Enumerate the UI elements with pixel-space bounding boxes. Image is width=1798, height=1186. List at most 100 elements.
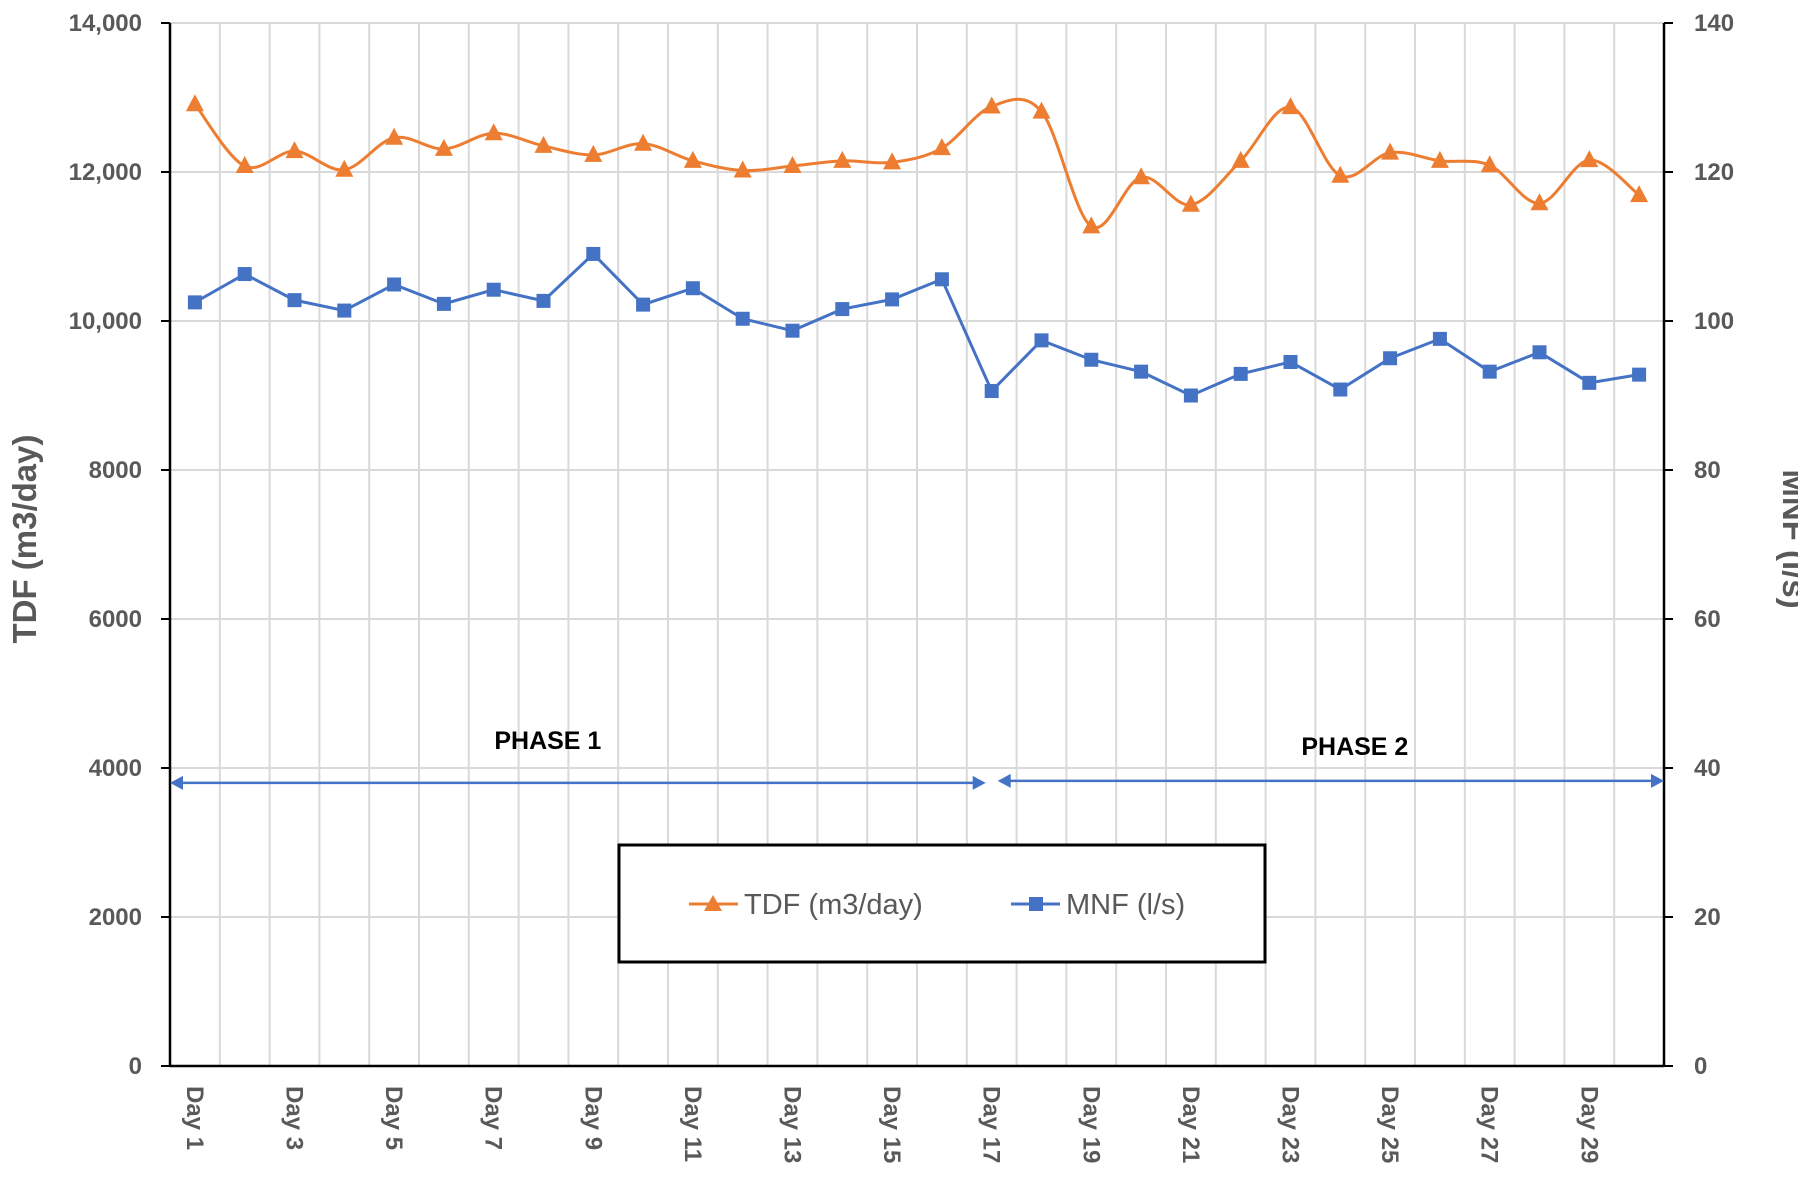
tdf-point <box>1530 193 1549 211</box>
tdf-point <box>185 94 204 112</box>
tdf-point <box>683 150 702 168</box>
phase-arrow-head <box>972 775 986 790</box>
mnf-point <box>237 267 252 282</box>
mnf-point <box>586 246 601 261</box>
tdf-point <box>1132 167 1151 185</box>
tdf-point <box>1580 150 1599 168</box>
tdf-point <box>1381 142 1400 160</box>
series-tdf <box>185 94 1649 234</box>
tdf-point <box>982 96 1001 114</box>
tdf-point <box>634 133 653 151</box>
left-tick-label: 14,000 <box>69 10 142 37</box>
right-tick-label: 140 <box>1694 10 1734 37</box>
tdf-point <box>883 152 902 170</box>
tdf-point <box>534 135 553 153</box>
mnf-point <box>835 302 850 317</box>
x-axis-ticks: Day 1 Day 3 Day 5 Day 7 Day 9 Day 11 Day 13 Day… <box>181 1086 1602 1163</box>
right-tick-label: 120 <box>1694 159 1734 186</box>
left-tick-label: 12,000 <box>69 159 142 186</box>
mnf-point <box>1532 345 1547 360</box>
tdf-point <box>1480 155 1499 173</box>
tdf-point <box>783 156 802 174</box>
left-axis-title: TDF (m3/day) <box>6 434 43 643</box>
x-tick-label: Day 25 <box>1376 1086 1403 1163</box>
x-tick-label: Day 7 <box>480 1086 507 1150</box>
right-tick-label: 0 <box>1694 1053 1707 1080</box>
legend-tdf-marker <box>704 895 722 911</box>
tdf-point <box>484 123 503 141</box>
phase-arrow-head <box>170 775 183 790</box>
left-tick-label: 4000 <box>89 755 142 782</box>
legend-mnf-label: MNF (l/s) <box>1066 889 1185 921</box>
legend-mnf-marker <box>1029 897 1043 911</box>
x-tick-label: Day 15 <box>878 1086 905 1163</box>
tdf-point <box>1331 165 1350 183</box>
x-tick-label: Day 27 <box>1476 1086 1503 1163</box>
tdf-point <box>1181 194 1200 212</box>
tdf-point <box>1082 216 1101 234</box>
tdf-point <box>932 138 951 156</box>
tdf-point <box>434 138 453 156</box>
mnf-point <box>1034 333 1049 348</box>
x-tick-label: Day 21 <box>1177 1086 1204 1163</box>
tdf-point <box>1630 185 1649 203</box>
left-axis-ticks: 0 2000 4000 6000 8000 10,000 12,000 14,000 <box>69 10 142 1080</box>
phase-label: PHASE 2 <box>1301 733 1408 761</box>
right-tick-label: 40 <box>1694 755 1721 782</box>
right-tick-label: 100 <box>1694 308 1734 335</box>
mnf-point <box>1183 388 1198 403</box>
x-tick-label: Day 17 <box>978 1086 1005 1163</box>
mnf-point <box>536 293 551 308</box>
phase-arrow-head <box>997 773 1011 788</box>
mnf-point <box>984 384 999 399</box>
tdf-point <box>285 141 304 159</box>
x-tick-label: Day 29 <box>1575 1086 1602 1163</box>
axes <box>161 22 1673 1068</box>
mnf-point <box>885 292 900 307</box>
phase-arrow-head <box>1651 773 1664 788</box>
mnf-point <box>636 297 651 312</box>
x-tick-label: Day 1 <box>181 1086 208 1150</box>
right-axis-title: MNF (l/s) <box>1776 469 1798 608</box>
x-tick-label: Day 23 <box>1277 1086 1304 1163</box>
legend-tdf-label: TDF (m3/day) <box>744 889 923 921</box>
mnf-point <box>187 295 202 310</box>
tdf-point <box>1281 97 1300 115</box>
mnf-point <box>287 293 302 308</box>
right-axis-ticks: 0 20 40 60 80 100 120 140 <box>1694 10 1734 1080</box>
series-mnf <box>187 246 1647 403</box>
x-tick-label: Day 11 <box>679 1086 706 1162</box>
mnf-point <box>1432 331 1447 346</box>
x-tick-label: Day 9 <box>579 1086 606 1150</box>
x-tick-label: Day 3 <box>281 1086 308 1150</box>
x-tick-label: Day 5 <box>380 1086 407 1150</box>
mnf-line <box>194 251 1640 398</box>
mnf-point <box>934 272 949 287</box>
right-tick-label: 20 <box>1694 904 1721 931</box>
mnf-point <box>1582 375 1597 390</box>
phase-label: PHASE 1 <box>494 727 601 755</box>
left-tick-label: 6000 <box>89 606 142 633</box>
left-tick-label: 10,000 <box>69 308 142 335</box>
mnf-point <box>337 303 352 318</box>
tdf-point <box>1032 101 1051 119</box>
legend: TDF (m3/day) MNF (l/s) <box>617 843 1267 964</box>
tdf-point <box>584 144 603 162</box>
mnf-point <box>1134 364 1149 379</box>
mnf-point <box>486 282 501 297</box>
mnf-point <box>735 311 750 326</box>
right-tick-label: 60 <box>1694 606 1721 633</box>
left-tick-label: 2000 <box>89 904 142 931</box>
mnf-point <box>1383 351 1398 366</box>
left-tick-label: 8000 <box>89 457 142 484</box>
mnf-point <box>1482 364 1497 379</box>
tdf-point <box>1430 150 1449 168</box>
right-tick-label: 80 <box>1694 457 1721 484</box>
series-layer <box>185 94 1649 403</box>
mnf-point <box>1632 367 1647 382</box>
mnf-point <box>1084 352 1099 367</box>
mnf-point <box>387 277 402 292</box>
tdf-point <box>385 127 404 145</box>
